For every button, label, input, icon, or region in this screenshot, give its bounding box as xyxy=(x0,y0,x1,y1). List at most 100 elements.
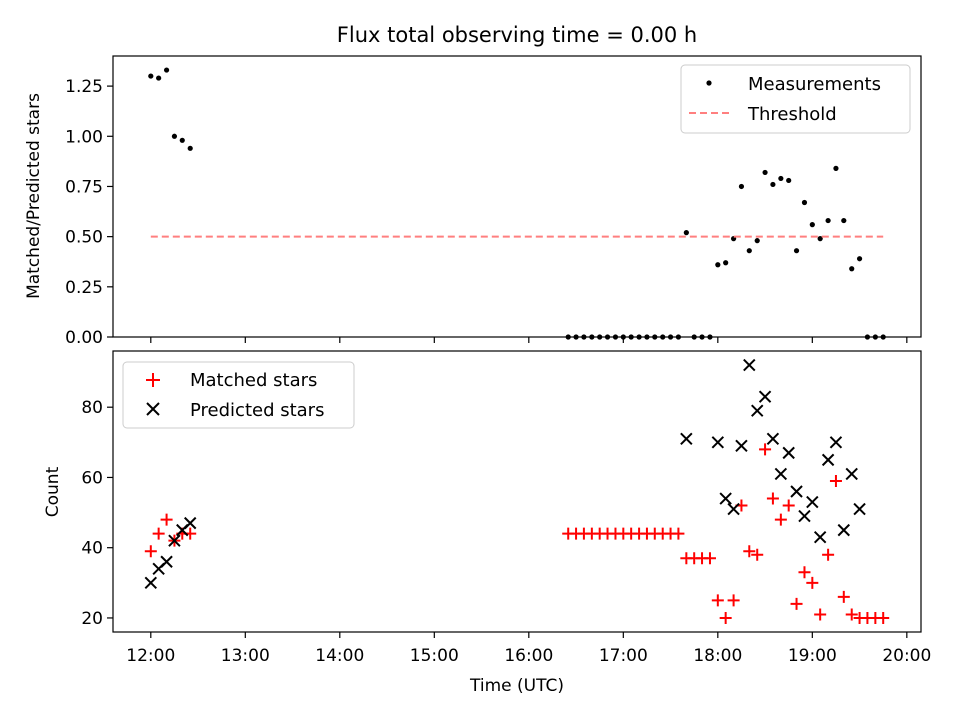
top-ytick-label: 1.25 xyxy=(65,77,103,97)
legend-predicted-label: Predicted stars xyxy=(190,400,324,421)
matched-stars-point xyxy=(814,608,827,621)
bottom-xtick-label: 19:00 xyxy=(788,646,837,666)
matched-stars-point xyxy=(877,611,890,624)
matched-stars-point xyxy=(829,474,842,487)
measurements-point xyxy=(148,73,154,79)
legend-matched-marker xyxy=(146,373,160,387)
measurements-point xyxy=(699,334,705,340)
top-y-axis-label: Matched/Predicted stars xyxy=(24,93,44,299)
measurements-point xyxy=(179,137,185,143)
predicted-stars-point xyxy=(806,495,819,509)
bottom-legend-box xyxy=(122,361,355,429)
predicted-stars-point xyxy=(790,485,803,498)
legend-measurements-label: Measurements xyxy=(748,74,881,95)
top-ytick-label: 0.25 xyxy=(65,278,103,298)
bottom-xtick-label: 18:00 xyxy=(693,646,742,666)
predicted-stars-point xyxy=(821,453,835,467)
measurements-point xyxy=(667,334,674,340)
predicted-stars-point xyxy=(837,523,850,537)
legend-threshold-label: Threshold xyxy=(747,104,837,125)
measurements-point xyxy=(675,334,682,340)
measurements-point xyxy=(163,67,170,73)
top-ytick-label: 0.75 xyxy=(65,177,103,197)
measurements-point xyxy=(187,145,193,151)
measurements-point xyxy=(715,262,721,268)
measurements-point xyxy=(636,334,642,340)
legend-measurements-marker xyxy=(706,80,712,86)
top-legend-box xyxy=(680,64,911,134)
legend-matched-label: Matched stars xyxy=(190,370,317,391)
measurements-point xyxy=(738,183,745,190)
matched-stars-point xyxy=(774,513,787,526)
top-series-layer xyxy=(148,67,886,340)
predicted-stars-point xyxy=(774,467,788,481)
bottom-xtick-label: 14:00 xyxy=(315,646,364,666)
predicted-stars-point xyxy=(853,502,866,516)
top-axes-frame xyxy=(112,55,922,338)
measurements-point xyxy=(801,199,808,206)
matched-stars-point xyxy=(759,443,772,456)
predicted-stars-point xyxy=(184,516,197,530)
predicted-stars-point xyxy=(735,439,748,453)
predicted-stars-point xyxy=(743,358,756,372)
predicted-stars-point xyxy=(751,404,764,417)
top-ytick-label: 1.00 xyxy=(65,127,103,147)
measurements-point xyxy=(770,181,776,188)
predicted-stars-point xyxy=(719,492,732,505)
measurements-point xyxy=(565,334,571,340)
measurements-point xyxy=(683,230,689,236)
bottom-series-layer xyxy=(144,358,890,624)
legend-predicted-marker xyxy=(146,402,160,416)
predicted-stars-point xyxy=(680,432,693,446)
bottom-xtick-label: 16:00 xyxy=(504,646,553,666)
measurements-point xyxy=(652,334,658,340)
matched-stars-point xyxy=(845,608,858,621)
predicted-stars-point xyxy=(813,530,827,544)
measurements-point xyxy=(171,133,178,139)
matched-stars-point xyxy=(751,548,764,561)
top-subplot: Flux total observing time = 0.00 h 0.000… xyxy=(24,23,922,348)
measurements-point xyxy=(604,334,611,340)
measurements-point xyxy=(723,260,729,266)
bottom-x-axis-label: Time (UTC) xyxy=(469,676,564,696)
bottom-legend: Matched stars Predicted stars xyxy=(122,361,355,429)
predicted-stars-point xyxy=(758,390,772,403)
bottom-y-axis-label: Count xyxy=(43,466,63,517)
bottom-x-ticks: 12:00 13:00 14:00 15:00 16:00 17:00 18:00 19:00… xyxy=(126,632,931,666)
measurements-point xyxy=(746,248,752,254)
measurements-point xyxy=(754,238,760,244)
bottom-xtick-label: 13:00 xyxy=(221,646,270,666)
matched-stars-point xyxy=(152,527,165,540)
matched-stars-point xyxy=(727,594,740,607)
measurements-point xyxy=(762,169,768,176)
predicted-stars-point xyxy=(160,555,173,568)
top-ytick-label: 0.00 xyxy=(65,328,103,348)
bottom-ytick-label: 40 xyxy=(81,539,103,559)
measurements-point xyxy=(880,334,886,340)
measurements-point xyxy=(793,248,800,254)
matched-stars-point xyxy=(798,566,811,579)
measurements-point xyxy=(841,217,847,224)
bottom-ytick-label: 80 xyxy=(81,398,103,418)
bottom-xtick-label: 12:00 xyxy=(126,646,175,666)
bottom-ytick-label: 60 xyxy=(81,468,103,488)
predicted-stars-point xyxy=(144,576,158,590)
measurements-point xyxy=(644,334,650,340)
predicted-stars-point xyxy=(845,467,858,481)
bottom-xtick-label: 15:00 xyxy=(410,646,459,666)
measurements-point xyxy=(707,334,713,340)
matched-stars-point xyxy=(782,499,795,512)
predicted-stars-point xyxy=(727,502,740,516)
matched-stars-point xyxy=(144,545,157,558)
measurements-point xyxy=(620,334,626,340)
matched-stars-point xyxy=(766,492,779,505)
matched-stars-point xyxy=(790,597,803,610)
measurements-point xyxy=(825,217,831,224)
matched-stars-point xyxy=(806,576,819,589)
matched-stars-point xyxy=(743,545,756,558)
matched-stars-point xyxy=(703,552,716,565)
measurements-point xyxy=(864,334,871,340)
measurements-point xyxy=(786,177,792,184)
measurements-point xyxy=(612,334,619,340)
